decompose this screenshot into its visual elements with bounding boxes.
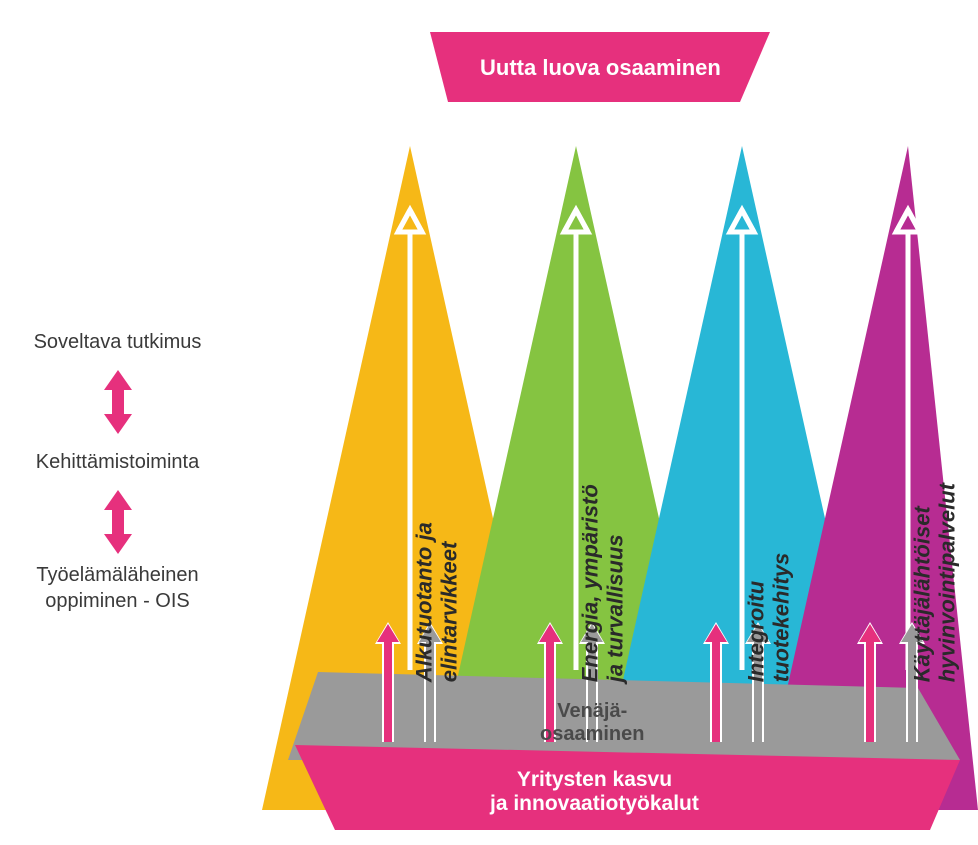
triangle-label-2: Energia, ympäristöja turvallisuus xyxy=(578,484,629,682)
top-banner-label: Uutta luova osaaminen xyxy=(480,55,721,81)
diagram-root: Uutta luova osaaminen Soveltava tutkimus… xyxy=(0,0,978,845)
pink-band-label: Yritysten kasvuja innovaatiotyökalut xyxy=(490,768,699,816)
left-label-2: Kehittämistoiminta xyxy=(10,449,225,475)
bidir-arrow-1 xyxy=(104,370,132,434)
gray-band-label: Venäjä-osaaminen xyxy=(540,700,644,746)
left-label-3: Työelämäläheinenoppiminen - OIS xyxy=(10,562,225,614)
triangle-label-3: Integroitutuotekehitys xyxy=(744,553,795,683)
triangle-label-4: Käyttäjälähtöisethyvinvointipalvelut xyxy=(910,483,961,682)
triangle-label-1: Alkutuotanto jaelintarvikkeet xyxy=(412,522,463,682)
bidir-arrow-2 xyxy=(104,490,132,554)
shapes-layer xyxy=(0,0,978,845)
left-label-1: Soveltava tutkimus xyxy=(10,329,225,355)
